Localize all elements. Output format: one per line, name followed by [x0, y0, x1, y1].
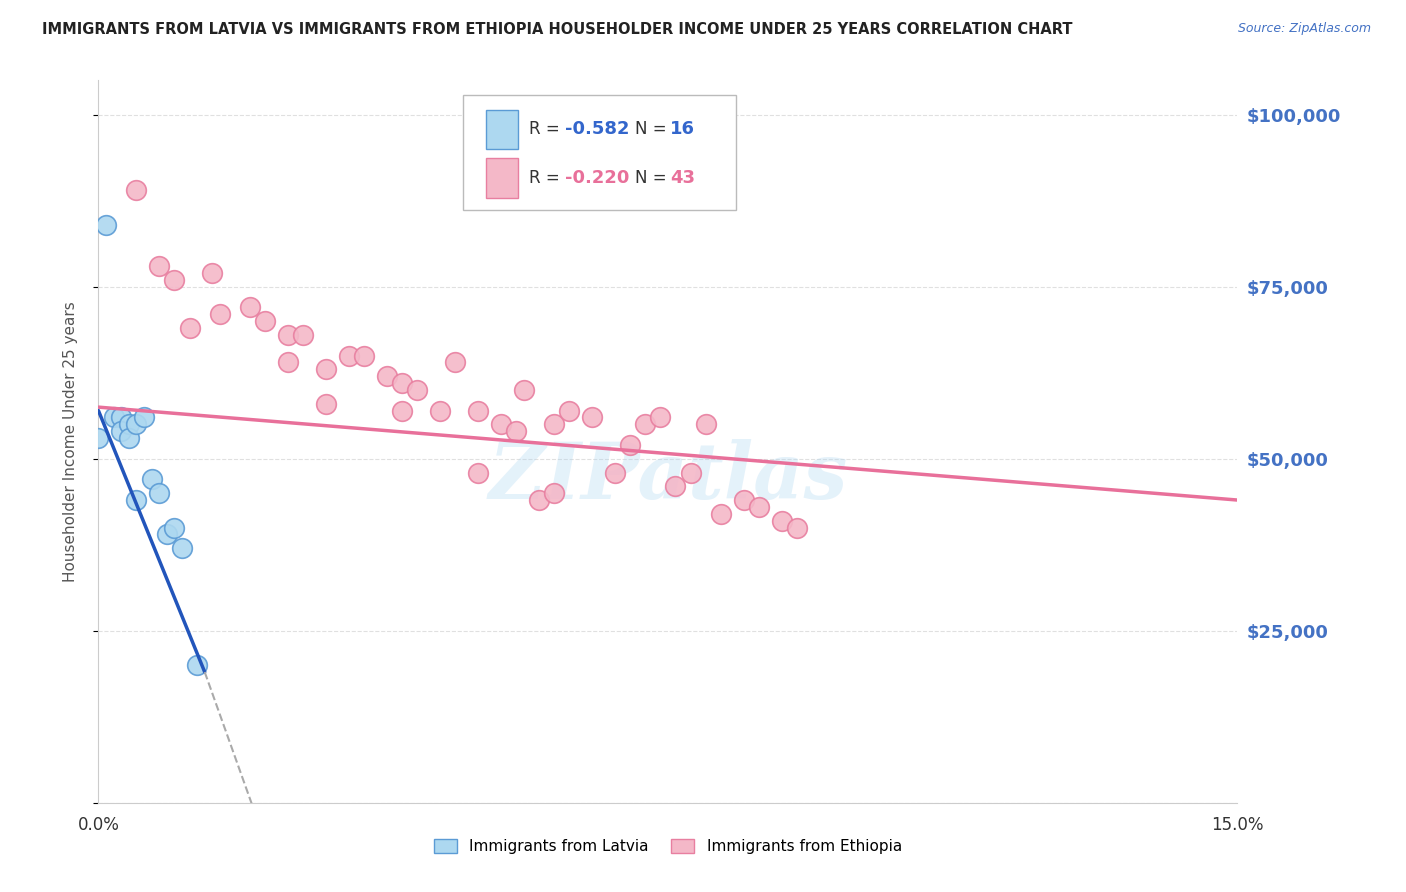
Point: [254, 314, 277, 328]
Point: [429, 403, 451, 417]
Text: Source: ZipAtlas.com: Source: ZipAtlas.com: [1237, 22, 1371, 36]
Point: [353, 349, 375, 363]
Text: -0.582: -0.582: [565, 120, 630, 138]
Point: [786, 520, 808, 534]
Point: [94, 218, 117, 232]
Text: 43: 43: [671, 169, 695, 186]
Point: [603, 466, 626, 480]
Y-axis label: Householder Income Under 25 years: Householder Income Under 25 years: [63, 301, 77, 582]
Point: [163, 520, 186, 534]
Point: [277, 327, 299, 342]
Point: [315, 397, 337, 411]
Point: [186, 658, 208, 673]
Point: [179, 321, 201, 335]
FancyBboxPatch shape: [463, 95, 737, 211]
Point: [634, 417, 657, 432]
Point: [125, 183, 148, 197]
Point: [619, 438, 641, 452]
Point: [467, 466, 489, 480]
Point: [125, 493, 148, 508]
Point: [733, 493, 755, 508]
Bar: [485, 158, 517, 198]
Text: 16: 16: [671, 120, 695, 138]
Point: [156, 527, 179, 541]
Text: N =: N =: [636, 169, 672, 186]
Point: [391, 403, 413, 417]
Point: [110, 410, 132, 425]
Point: [527, 493, 550, 508]
Text: N =: N =: [636, 120, 672, 138]
Point: [201, 266, 224, 280]
Point: [558, 403, 581, 417]
Point: [292, 327, 315, 342]
Point: [337, 349, 360, 363]
Point: [141, 472, 163, 486]
Text: ZIPatlas: ZIPatlas: [488, 440, 848, 516]
Point: [391, 376, 413, 390]
Text: IMMIGRANTS FROM LATVIA VS IMMIGRANTS FROM ETHIOPIA HOUSEHOLDER INCOME UNDER 25 Y: IMMIGRANTS FROM LATVIA VS IMMIGRANTS FRO…: [42, 22, 1073, 37]
Point: [664, 479, 686, 493]
Point: [748, 500, 770, 514]
Point: [132, 410, 155, 425]
Point: [208, 307, 231, 321]
Point: [118, 431, 141, 445]
Text: -0.220: -0.220: [565, 169, 630, 186]
Point: [770, 514, 793, 528]
Point: [406, 383, 429, 397]
Point: [710, 507, 733, 521]
Point: [163, 273, 186, 287]
Point: [125, 417, 148, 432]
Point: [679, 466, 702, 480]
Text: R =: R =: [529, 120, 565, 138]
Point: [170, 541, 193, 556]
Point: [148, 486, 170, 500]
Point: [277, 355, 299, 369]
Point: [467, 403, 489, 417]
Point: [103, 410, 125, 425]
Point: [695, 417, 717, 432]
Point: [87, 431, 110, 445]
Point: [543, 486, 565, 500]
Point: [581, 410, 603, 425]
Point: [512, 383, 534, 397]
Point: [650, 410, 672, 425]
Text: R =: R =: [529, 169, 565, 186]
Point: [118, 417, 141, 432]
Point: [489, 417, 512, 432]
Point: [239, 301, 262, 315]
Point: [444, 355, 467, 369]
Point: [375, 369, 398, 384]
Point: [543, 417, 565, 432]
Legend: Immigrants from Latvia, Immigrants from Ethiopia: Immigrants from Latvia, Immigrants from …: [427, 833, 908, 860]
Bar: [485, 110, 517, 149]
Point: [110, 424, 132, 438]
Point: [148, 259, 170, 273]
Point: [315, 362, 337, 376]
Point: [505, 424, 527, 438]
